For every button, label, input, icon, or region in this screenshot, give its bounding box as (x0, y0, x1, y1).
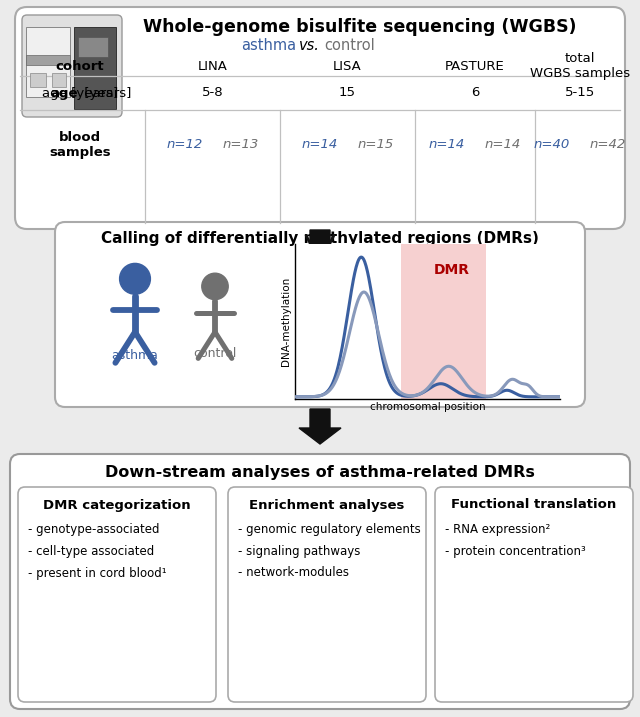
Text: vs.: vs. (299, 37, 319, 52)
FancyArrow shape (299, 409, 341, 444)
X-axis label: chromosomal position: chromosomal position (370, 402, 485, 412)
Text: cohort: cohort (56, 60, 104, 72)
Text: n=14: n=14 (485, 138, 521, 151)
Circle shape (120, 263, 150, 294)
Bar (30, 73, 46, 87)
FancyBboxPatch shape (22, 15, 122, 117)
FancyBboxPatch shape (18, 487, 216, 702)
Text: - protein concentration³: - protein concentration³ (445, 544, 586, 558)
Text: DMR: DMR (433, 263, 469, 277)
Text: n=14: n=14 (429, 138, 465, 151)
Text: PASTURE: PASTURE (445, 60, 505, 72)
Text: n=14: n=14 (301, 138, 338, 151)
Text: [years]: [years] (80, 87, 131, 100)
Bar (78, 37, 108, 57)
Text: n=13: n=13 (222, 138, 259, 151)
Text: Calling of differentially methylated regions (DMRs): Calling of differentially methylated reg… (101, 232, 539, 247)
Bar (52, 73, 66, 87)
FancyBboxPatch shape (55, 222, 585, 407)
FancyArrow shape (299, 230, 341, 265)
Text: total
WGBS samples: total WGBS samples (530, 52, 630, 80)
Text: age: age (51, 87, 78, 100)
FancyBboxPatch shape (228, 487, 426, 702)
Text: n=40: n=40 (534, 138, 570, 151)
Text: DMR categorization: DMR categorization (43, 498, 191, 511)
FancyBboxPatch shape (435, 487, 633, 702)
Text: Down-stream analyses of asthma-related DMRs: Down-stream analyses of asthma-related D… (105, 465, 535, 480)
Circle shape (202, 273, 228, 300)
Text: age [years]: age [years] (42, 87, 118, 100)
FancyBboxPatch shape (15, 7, 625, 229)
Text: LINA: LINA (198, 60, 227, 72)
Y-axis label: DNA-methylation: DNA-methylation (281, 277, 291, 366)
Text: LISA: LISA (333, 60, 362, 72)
Bar (401, 244, 486, 399)
Text: Enrichment analyses: Enrichment analyses (250, 498, 404, 511)
Text: - cell-type associated: - cell-type associated (28, 544, 154, 558)
Bar (26, 27, 70, 97)
Text: n=42: n=42 (590, 138, 626, 151)
Text: - signaling pathways: - signaling pathways (238, 544, 360, 558)
Text: n=15: n=15 (357, 138, 394, 151)
Text: control: control (193, 347, 237, 360)
Text: blood
samples: blood samples (49, 131, 111, 159)
Text: 5-8: 5-8 (202, 87, 223, 100)
Text: - network-modules: - network-modules (238, 566, 349, 579)
Text: - present in cord blood¹: - present in cord blood¹ (28, 566, 166, 579)
Text: asthma: asthma (241, 37, 296, 52)
Text: 15: 15 (339, 87, 356, 100)
Text: n=12: n=12 (166, 138, 203, 151)
Text: - genotype-associated: - genotype-associated (28, 523, 159, 536)
Text: asthma: asthma (111, 349, 159, 362)
Text: control: control (324, 37, 375, 52)
FancyBboxPatch shape (10, 454, 630, 709)
Text: Whole-genome bisulfite sequencing (WGBS): Whole-genome bisulfite sequencing (WGBS) (143, 18, 577, 36)
Bar (26, 55, 70, 65)
Text: - RNA expression²: - RNA expression² (445, 523, 550, 536)
Text: 6: 6 (471, 87, 479, 100)
Text: Functional translation: Functional translation (451, 498, 616, 511)
Bar (74, 27, 116, 109)
Text: - genomic regulatory elements: - genomic regulatory elements (238, 523, 420, 536)
Text: 5-15: 5-15 (565, 87, 595, 100)
